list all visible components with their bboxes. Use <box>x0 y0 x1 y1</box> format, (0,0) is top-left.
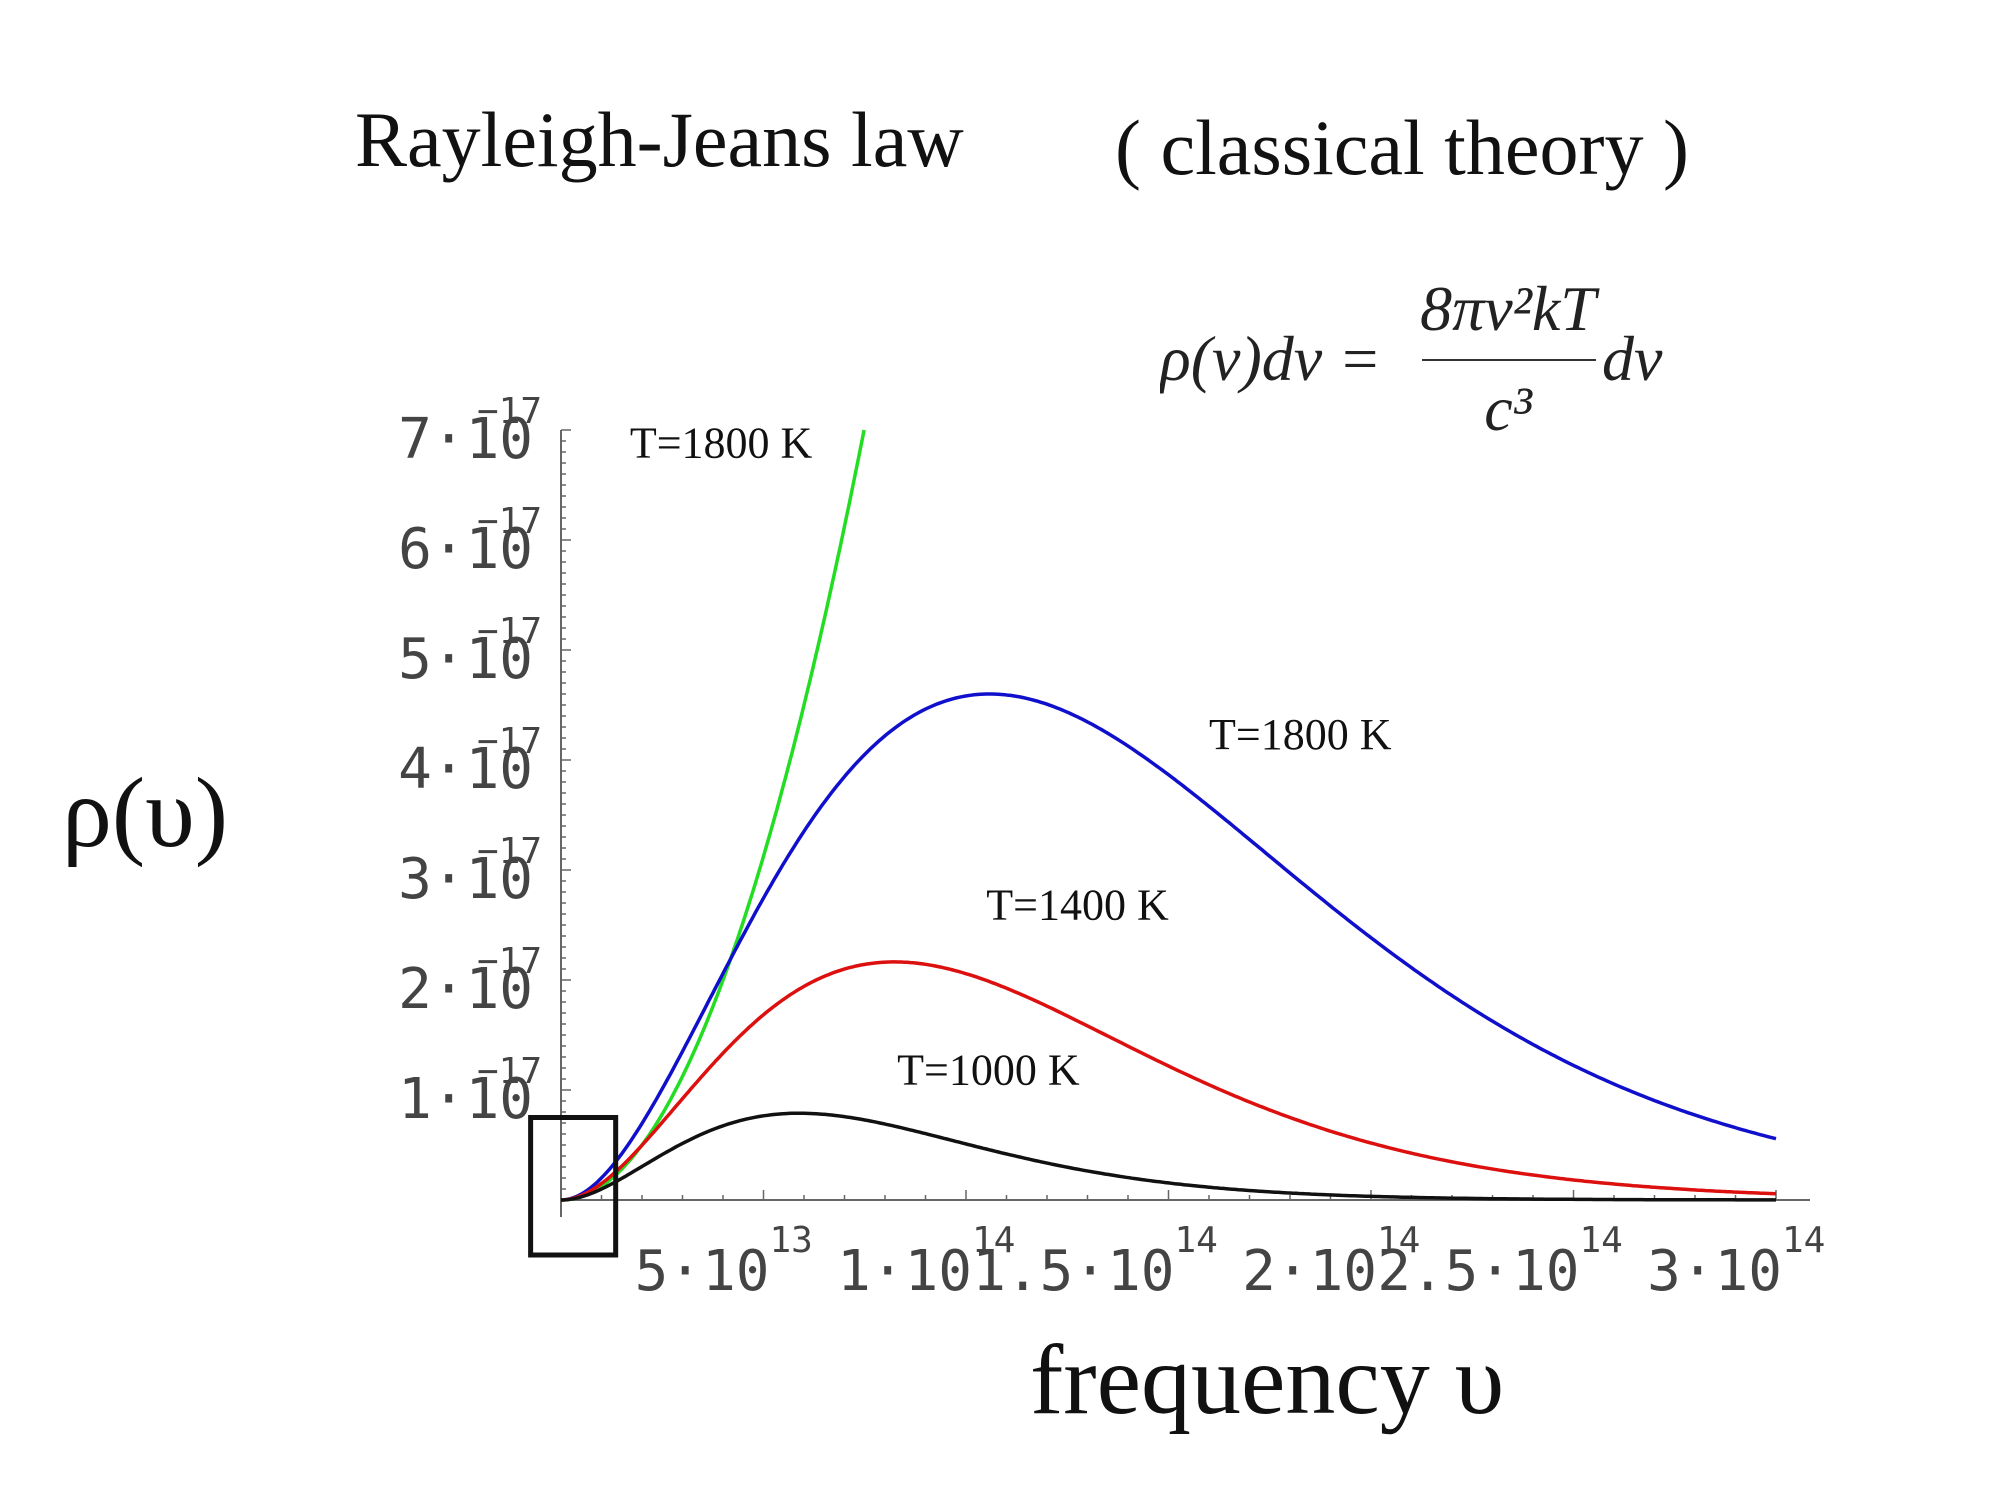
series-line <box>560 960 1777 1202</box>
y-tick-exponent: −17 <box>477 1051 542 1092</box>
y-tick-label: 4·10 <box>398 737 533 802</box>
y-axis-label: ρ(υ) <box>62 757 229 868</box>
x-tick-label: 3·10 <box>1647 1239 1782 1304</box>
series-annotation: T=1800 K <box>1209 710 1392 759</box>
y-tick-label: 5·10 <box>398 627 533 692</box>
x-tick-exponent: 14 <box>1580 1220 1623 1261</box>
chart-subtitle: ( classical theory ) <box>1115 104 1689 191</box>
series-annotation: T=1000 K <box>897 1046 1080 1095</box>
y-tick-label: 1·10 <box>398 1067 533 1132</box>
x-tick-label: 2·10 <box>1242 1239 1377 1304</box>
y-tick-exponent: −17 <box>477 501 542 542</box>
series-annotation: T=1400 K <box>986 881 1169 930</box>
x-tick-label: 2.5·10 <box>1377 1239 1579 1304</box>
y-tick-label: 6·10 <box>398 517 533 582</box>
y-tick-exponent: −17 <box>477 941 542 982</box>
series-line <box>560 1111 1776 1202</box>
x-tick-exponent: 14 <box>1782 1220 1825 1261</box>
y-tick-exponent: −17 <box>477 721 542 762</box>
y-tick-label: 2·10 <box>398 957 533 1022</box>
y-tick-exponent: −17 <box>477 831 542 872</box>
x-tick-exponent: 13 <box>770 1220 813 1261</box>
chart-title: Rayleigh-Jeans law <box>355 96 964 183</box>
x-tick-label: 1·10 <box>837 1239 972 1304</box>
series-line <box>560 429 866 1202</box>
x-tick-exponent: 14 <box>972 1220 1015 1261</box>
formula-denominator: c³ <box>1484 373 1532 444</box>
x-tick-label: 5·10 <box>635 1239 770 1304</box>
x-tick-label: 1.5·10 <box>972 1239 1174 1304</box>
formula-lhs: ρ(ν)dν = <box>1160 323 1381 394</box>
y-tick-exponent: −17 <box>477 391 542 432</box>
y-tick-label: 3·10 <box>398 847 533 912</box>
y-tick-exponent: −17 <box>477 611 542 652</box>
formula: ρ(ν)dν = 8πν²kT c³ dν <box>1160 273 1663 444</box>
y-tick-label: 7·10 <box>398 407 533 472</box>
highlight-box <box>528 1115 619 1258</box>
series-line <box>560 692 1777 1202</box>
formula-numerator: 8πν²kT <box>1420 273 1600 344</box>
formula-suffix: dν <box>1602 323 1663 394</box>
series-annotation: T=1800 K <box>630 419 813 468</box>
x-axis-label: frequency υ <box>1030 1324 1505 1435</box>
x-tick-exponent: 14 <box>1175 1220 1218 1261</box>
x-tick-exponent: 14 <box>1377 1220 1420 1261</box>
